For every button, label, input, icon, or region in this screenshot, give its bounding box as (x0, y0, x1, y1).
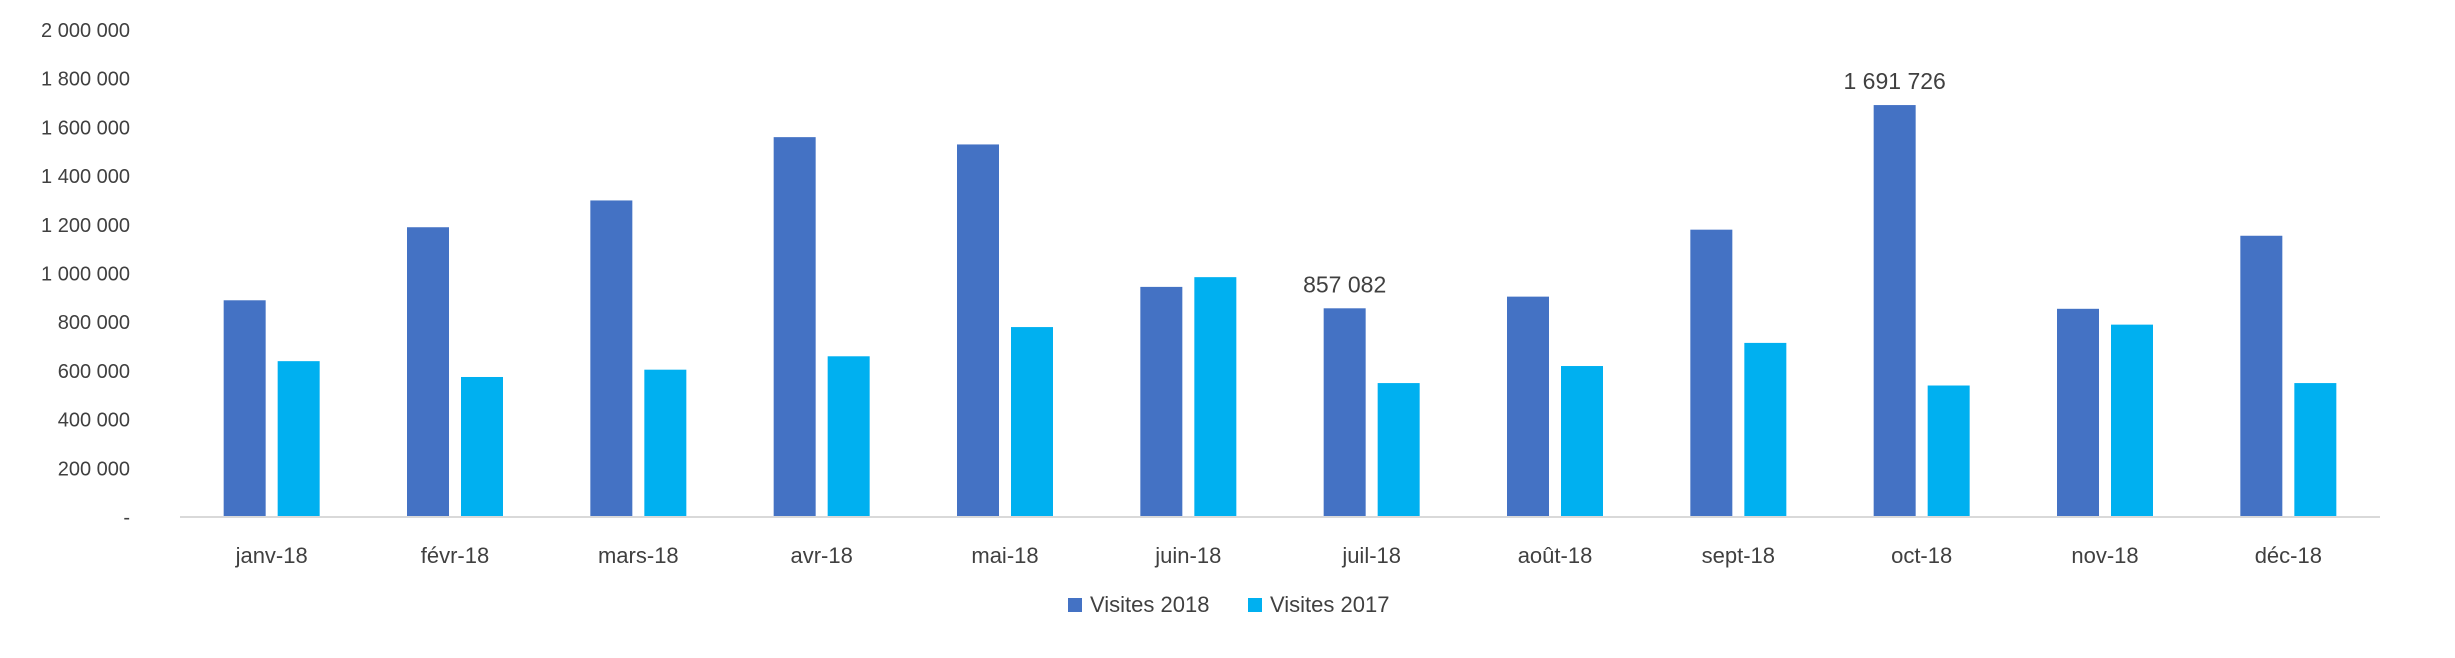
bar-visites-2017-10 (2111, 324, 2153, 517)
bar-visites-2017-1 (461, 376, 503, 517)
bar-visites-2018-4 (957, 144, 999, 517)
y-tick-label: 1 400 000 (41, 166, 130, 188)
x-category-label: juil-18 (1341, 543, 1401, 568)
x-category-label: mars-18 (598, 543, 679, 568)
y-tick-label: 1 800 000 (41, 69, 130, 91)
bar-visites-2018-0 (223, 300, 266, 517)
bar-visites-2018-3 (773, 137, 816, 517)
x-category-label: déc-18 (2255, 543, 2322, 568)
bar-visites-2018-9 (1873, 105, 1916, 517)
y-tick-label: 1 600 000 (41, 117, 130, 139)
y-tick-label: - (123, 507, 130, 529)
x-axis: janv-18 févr-18 mars-18 avr-18 mai-18 juin-18… (235, 543, 2322, 568)
x-category-label: janv-18 (235, 543, 308, 568)
y-tick-label: 600 000 (58, 361, 130, 383)
x-category-label: oct-18 (1891, 543, 1952, 568)
x-category-label: juin-18 (1154, 543, 1221, 568)
bar-visites-2017-9 (1927, 385, 1970, 517)
bar-visites-2017-2 (644, 369, 687, 517)
legend-swatch (1248, 598, 1262, 612)
y-axis: - 200 000 400 000 600 000 800 000 1 000 000 1 … (41, 20, 130, 529)
bar-visites-2017-11 (2294, 383, 2337, 517)
x-category-label: août-18 (1518, 543, 1593, 568)
data-labels: 857 082 1 691 726 (1303, 68, 1946, 297)
legend-label: Visites 2018 (1090, 592, 1209, 617)
y-tick-label: 400 000 (58, 410, 130, 432)
x-category-label: nov-18 (2071, 543, 2138, 568)
y-tick-label: 1 200 000 (41, 215, 130, 237)
data-label: 857 082 (1303, 271, 1386, 297)
bar-visites-2017-0 (277, 361, 320, 517)
bar-visites-2017-4 (1011, 327, 1053, 517)
legend-label: Visites 2017 (1270, 592, 1389, 617)
x-category-label: févr-18 (421, 543, 489, 568)
bar-visites-2018-11 (2240, 235, 2283, 517)
y-tick-label: 800 000 (58, 312, 130, 334)
bar-visites-2018-8 (1690, 229, 1733, 518)
y-tick-label: 2 000 000 (41, 20, 130, 42)
bar-visites-2017-8 (1744, 342, 1787, 517)
bar-visites-2018-7 (1507, 296, 1549, 517)
bar-visites-2018-1 (407, 227, 449, 518)
x-category-label: mai-18 (971, 543, 1038, 568)
legend-swatch (1068, 598, 1082, 612)
legend: Visites 2018 Visites 2017 (1068, 592, 1389, 617)
bar-visites-2018-2 (590, 200, 633, 517)
bar-visites-2017-7 (1561, 366, 1603, 517)
bar-visites-2017-3 (827, 356, 870, 517)
x-category-label: sept-18 (1702, 543, 1775, 568)
bar-visites-2018-10 (2057, 308, 2099, 517)
bar-visites-2017-5 (1194, 277, 1237, 517)
bar-visites-2018-5 (1140, 286, 1183, 517)
data-label: 1 691 726 (1844, 68, 1946, 94)
bars (223, 105, 2337, 518)
bar-visites-2018-6 (1323, 308, 1366, 517)
x-category-label: avr-18 (790, 543, 852, 568)
y-tick-label: 200 000 (58, 458, 130, 480)
bar-visites-2017-6 (1377, 383, 1420, 517)
y-tick-label: 1 000 000 (41, 264, 130, 286)
